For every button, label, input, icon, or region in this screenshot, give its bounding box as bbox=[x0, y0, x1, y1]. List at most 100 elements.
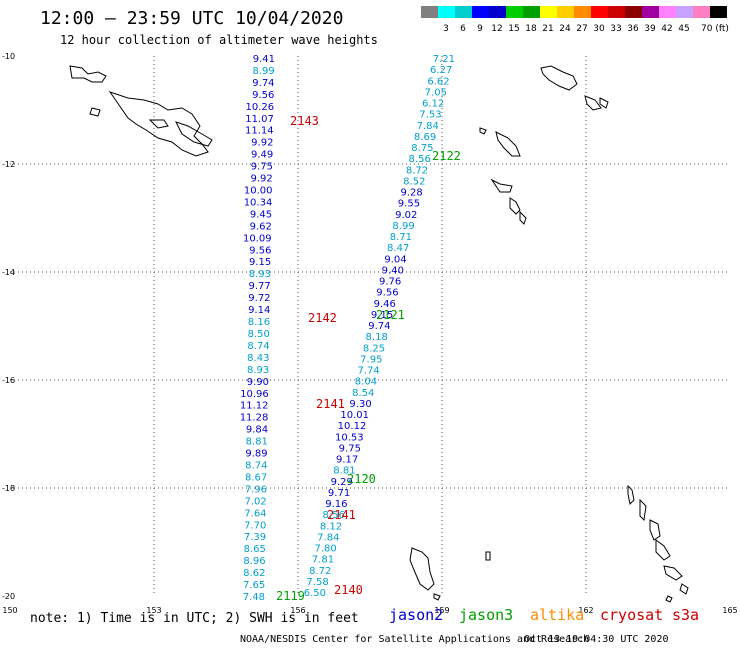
swh-value-right: 9.04 bbox=[384, 254, 406, 265]
swh-value-left: 9.62 bbox=[250, 221, 272, 232]
colorbar-swatch bbox=[574, 6, 591, 18]
colorbar-swatch bbox=[421, 6, 438, 18]
pass-time-label: 2140 bbox=[334, 583, 363, 597]
swh-value-right: 9.40 bbox=[382, 265, 404, 276]
swh-value-left: 9.92 bbox=[251, 174, 273, 185]
swh-value-left: 7.96 bbox=[245, 484, 267, 495]
y-tick-label: -20 bbox=[2, 592, 15, 601]
map-subtitle: 12 hour collection of altimeter wave hei… bbox=[60, 33, 378, 47]
swh-value-left: 8.81 bbox=[246, 437, 268, 448]
swh-value-left: 9.74 bbox=[252, 78, 274, 89]
swh-value-left: 8.65 bbox=[244, 544, 266, 555]
x-tick-label: 156 bbox=[290, 606, 305, 615]
swh-value-right: 7.84 bbox=[417, 121, 439, 132]
swh-value-left: 8.74 bbox=[247, 341, 269, 352]
swh-value-left: 8.93 bbox=[247, 365, 269, 376]
y-tick-label: -14 bbox=[2, 268, 15, 277]
swh-value-right: 8.12 bbox=[320, 521, 342, 532]
swh-value-right: 7.74 bbox=[357, 366, 379, 377]
swh-value-right: 9.71 bbox=[328, 488, 350, 499]
legend-cryosat: cryosat bbox=[600, 606, 664, 624]
swh-value-right: 9.17 bbox=[336, 455, 358, 466]
colorbar-label: 15 bbox=[508, 24, 519, 34]
coastline-vanuatu-b bbox=[639, 498, 647, 522]
legend-altika: altika bbox=[530, 606, 585, 624]
swh-value-right: 10.53 bbox=[335, 432, 364, 443]
footer-credit: NOAA/NESDIS Center for Satellite Applica… bbox=[240, 634, 590, 645]
swh-value-left: 8.50 bbox=[248, 329, 270, 340]
colorbar-swatch bbox=[642, 6, 659, 18]
y-tick-label: -10 bbox=[2, 52, 15, 61]
x-tick-label: 153 bbox=[146, 606, 161, 615]
axis-labels: 150 153 156 159 162 165 -10 -12 -14 -16 -18 -20 bbox=[2, 52, 738, 615]
colorbar-label: 30 bbox=[593, 24, 605, 34]
swh-value-left: 9.41 bbox=[253, 54, 275, 65]
swh-value-left: 8.74 bbox=[245, 460, 267, 471]
colorbar-swatch bbox=[625, 6, 642, 18]
pass-time-label: 2120 bbox=[347, 472, 376, 486]
swh-value-left: 8.43 bbox=[247, 353, 269, 364]
pass-time-label: 2142 bbox=[308, 311, 337, 325]
coastline-vanuatu-f bbox=[679, 583, 689, 595]
map-grid bbox=[10, 56, 730, 596]
swh-value-right: 8.71 bbox=[390, 232, 412, 243]
swh-value-left: 8.99 bbox=[253, 66, 275, 77]
swh-value-right: 7.84 bbox=[317, 532, 339, 543]
coastline-png-north bbox=[69, 65, 107, 83]
swh-value-right: 7.21 bbox=[433, 54, 455, 65]
legend-jason3: jason3 bbox=[459, 606, 514, 624]
swh-value-left: 7.39 bbox=[244, 532, 266, 543]
swh-value-right: 6.27 bbox=[430, 65, 452, 76]
colorbar-swatch bbox=[557, 6, 574, 18]
colorbar-label: 36 bbox=[627, 24, 639, 34]
swh-value-left: 7.65 bbox=[243, 580, 265, 591]
colorbar-label: 9 bbox=[477, 24, 483, 34]
x-tick-label: 162 bbox=[578, 606, 593, 615]
swh-colorbar: 3 6 9 12 15 18 21 24 27 30 33 36 39 42 45 70 (ft) bbox=[421, 6, 729, 34]
colorbar-swatch bbox=[523, 6, 540, 18]
swh-value-right: 7.81 bbox=[312, 555, 334, 566]
swh-value-right: 6.62 bbox=[427, 76, 449, 87]
colorbar-label: 12 bbox=[491, 24, 502, 34]
swh-value-right: 8.81 bbox=[333, 466, 355, 477]
swh-value-right: 9.15 bbox=[371, 310, 393, 321]
colorbar-label: 18 bbox=[525, 24, 537, 34]
swh-value-left: 7.02 bbox=[245, 496, 267, 507]
coastline-vanuatu-d bbox=[655, 539, 671, 561]
colorbar-swatch bbox=[540, 6, 557, 18]
coastline-vanuatu-g bbox=[665, 595, 673, 603]
swh-value-left: 10.26 bbox=[245, 102, 274, 113]
swh-value-left: 8.16 bbox=[248, 317, 270, 328]
colorbar-label: 45 bbox=[678, 24, 689, 34]
coastline-solomon-c bbox=[599, 97, 609, 109]
swh-value-right: 8.52 bbox=[403, 176, 425, 187]
colorbar-swatch bbox=[506, 6, 523, 18]
coastline-santa-cruz-c bbox=[519, 210, 527, 225]
x-tick-label: 150 bbox=[2, 606, 17, 615]
swh-value-left: 8.96 bbox=[243, 556, 265, 567]
swh-value-left: 11.14 bbox=[245, 126, 274, 137]
swh-value-left: 9.49 bbox=[251, 150, 273, 161]
map-title: 12:00 – 23:59 UTC 10/04/2020 bbox=[40, 8, 344, 29]
coastline-rennell-a bbox=[479, 127, 487, 135]
colorbar-swatch bbox=[693, 6, 710, 18]
swh-value-right: 9.55 bbox=[398, 199, 420, 210]
swh-value-right: 9.29 bbox=[331, 477, 353, 488]
colorbar-label: 33 bbox=[610, 24, 621, 34]
swh-value-left: 11.28 bbox=[240, 413, 269, 424]
altimeter-tracks: 9.418.999.749.5610.2611.0711.149.929.499… bbox=[240, 54, 461, 603]
swh-value-left: 7.70 bbox=[244, 520, 266, 531]
swh-value-right: 9.74 bbox=[368, 321, 390, 332]
swh-value-right: 7.80 bbox=[314, 544, 336, 555]
pass-time-label: 2122 bbox=[432, 149, 461, 163]
pass-time-label: 2143 bbox=[290, 114, 319, 128]
swh-value-right: 7.58 bbox=[306, 577, 328, 588]
colorbar-swatch bbox=[489, 6, 506, 18]
swh-value-left: 9.84 bbox=[246, 425, 268, 436]
swh-value-left: 9.14 bbox=[248, 305, 270, 316]
swh-value-left: 8.67 bbox=[245, 472, 267, 483]
swh-value-left: 9.15 bbox=[249, 257, 271, 268]
swh-value-left: 9.72 bbox=[248, 293, 270, 304]
swh-value-left: 9.75 bbox=[251, 162, 273, 173]
